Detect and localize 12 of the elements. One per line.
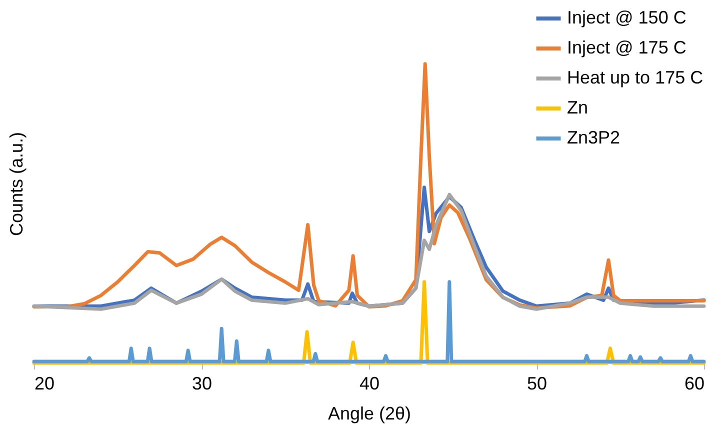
y-axis-title: Counts (a.u.) <box>6 132 26 236</box>
legend-label: Zn <box>567 98 588 118</box>
legend-label: Heat up to 175 C <box>567 68 704 88</box>
x-tick-label: 30 <box>192 374 212 394</box>
legend-label: Inject @ 175 C <box>567 38 686 58</box>
legend-label: Inject @ 150 C <box>567 8 686 28</box>
legend-label: Zn3P2 <box>567 128 620 148</box>
x-tick-label: 20 <box>34 374 55 394</box>
x-tick-label: 50 <box>526 374 548 394</box>
x-tick-label: 60 <box>684 374 704 394</box>
x-tick-label: 40 <box>359 374 380 394</box>
x-axis-title: Angle (2θ) <box>328 404 412 424</box>
